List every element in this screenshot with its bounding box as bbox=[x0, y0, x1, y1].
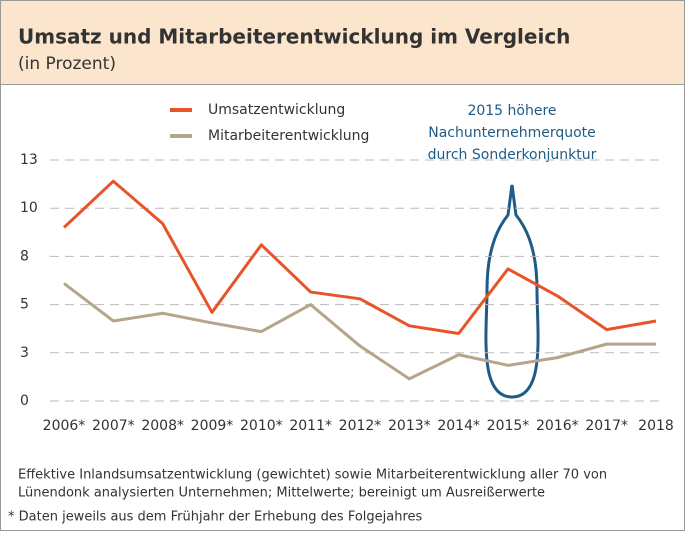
y-tick-label: 0 bbox=[20, 393, 29, 409]
chart-subtitle: (in Prozent) bbox=[18, 54, 116, 74]
legend-label: Umsatzentwicklung bbox=[208, 102, 345, 118]
header bbox=[0, 0, 685, 85]
annotation: 2015 höhere bbox=[467, 103, 556, 119]
chart-title: Umsatz und Mitarbeiterentwicklung im Ver… bbox=[18, 25, 570, 49]
x-tick-label: 2008* bbox=[141, 418, 184, 434]
y-tick-label: 5 bbox=[20, 297, 29, 313]
note: * Daten jeweils aus dem Frühjahr der Erh… bbox=[8, 510, 423, 525]
annotation: Nachunternehmerquote bbox=[428, 125, 596, 141]
series-line bbox=[62, 179, 657, 336]
y-tick-label: 3 bbox=[20, 345, 29, 361]
x-tick-label: 2009* bbox=[191, 418, 234, 434]
legend-label: Mitarbeiterentwicklung bbox=[208, 128, 369, 144]
y-tick-label: 10 bbox=[20, 200, 38, 216]
x-tick-label: 2006* bbox=[43, 418, 86, 434]
x-tick-label: 2015* bbox=[487, 418, 530, 434]
note: Effektive Inlandsumsatzentwicklung (gewi… bbox=[18, 468, 607, 483]
y-tick-label: 8 bbox=[20, 248, 29, 264]
x-tick-label: 2010* bbox=[240, 418, 283, 434]
x-tick-label: 2007* bbox=[92, 418, 135, 434]
x-tick-label: 2018 bbox=[638, 418, 674, 434]
x-tick-label: 2017* bbox=[585, 418, 628, 434]
annotation: durch Sonderkonjunktur bbox=[428, 147, 597, 163]
x-tick-label: 2013* bbox=[388, 418, 431, 434]
series-line bbox=[63, 282, 656, 381]
x-tick-label: 2016* bbox=[536, 418, 579, 434]
annotation-ellipse bbox=[484, 184, 540, 399]
x-tick-label: 2012* bbox=[339, 418, 382, 434]
y-tick-label: 13 bbox=[20, 152, 38, 168]
x-tick-label: 2014* bbox=[437, 418, 480, 434]
note: Lünendonk analysierten Unternehmen; Mitt… bbox=[18, 486, 545, 501]
x-tick-label: 2011* bbox=[289, 418, 332, 434]
